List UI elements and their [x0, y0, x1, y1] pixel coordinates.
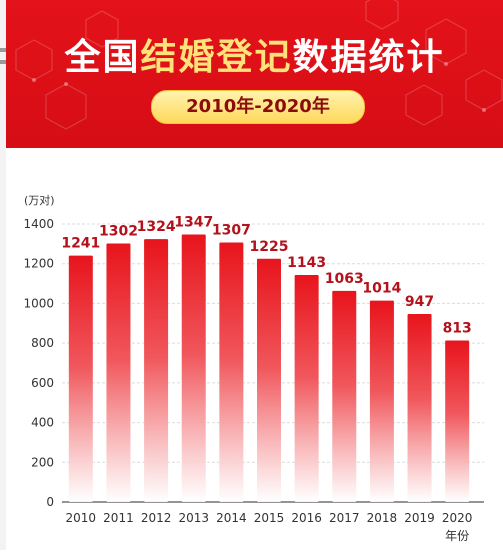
year-range-badge: 2010年-2020年 [151, 90, 365, 124]
data-label: 1302 [99, 223, 138, 239]
data-label: 1241 [61, 236, 100, 252]
x-tick-label: 2011 [103, 511, 134, 525]
x-tick-label: 2019 [404, 511, 435, 525]
data-label: 1225 [250, 239, 289, 255]
bar-2011 [106, 243, 131, 502]
bar-2017 [332, 290, 357, 502]
bar-2019 [407, 313, 432, 502]
y-tick-label: 200 [31, 455, 54, 469]
bar-2012 [144, 239, 169, 502]
x-tick-label: 2012 [141, 511, 172, 525]
data-label: 1307 [212, 222, 251, 238]
bar-2020 [445, 340, 470, 502]
page-title: 全国结婚登记数据统计 [64, 37, 445, 78]
data-label: 947 [405, 294, 434, 310]
data-label: 1143 [287, 255, 326, 271]
edge-mark [0, 48, 6, 52]
y-tick-label: 400 [31, 416, 54, 430]
x-tick-label: 2015 [254, 511, 285, 525]
data-label: 1347 [174, 215, 213, 231]
chart-area: (万对) 0 200 400 600 800 1000 1200 1400 1241 2010 130… [6, 148, 503, 550]
x-tick-label: 2010 [66, 511, 97, 525]
y-tick-label: 0 [46, 495, 54, 509]
x-tick-label: 2020 [442, 511, 473, 525]
y-axis-unit-label: (万对) [24, 193, 55, 207]
bar-2018 [369, 300, 394, 502]
x-tick-label: 2018 [367, 511, 398, 525]
bar-chart: (万对) 0 200 400 600 800 1000 1200 1400 1241 2010 130… [23, 193, 484, 543]
bar-2013 [181, 234, 206, 502]
y-tick-label: 600 [31, 376, 54, 390]
left-edge-strip [0, 0, 6, 550]
edge-mark [0, 60, 6, 64]
header-banner: 全国结婚登记数据统计 2010年-2020年 [6, 0, 503, 148]
y-tick-label: 1000 [23, 296, 54, 310]
x-axis-unit-label: 年份 [445, 529, 469, 543]
y-tick-label: 1400 [23, 217, 54, 231]
hexagon-pattern-icon [15, 0, 503, 130]
x-tick-label: 2017 [329, 511, 360, 525]
y-tick-label: 1200 [23, 257, 54, 271]
y-tick-label: 800 [31, 336, 54, 350]
bar-2015 [257, 258, 281, 502]
x-tick-label: 2013 [178, 511, 209, 525]
x-tick-label: 2016 [291, 511, 322, 525]
bar-2016 [294, 275, 319, 502]
data-label: 1063 [325, 271, 364, 287]
data-label: 813 [443, 321, 472, 337]
bar-2010 [68, 255, 93, 502]
bar-2014 [219, 242, 244, 502]
x-tick-label: 2014 [216, 511, 247, 525]
data-label: 1324 [137, 219, 176, 235]
data-label: 1014 [362, 281, 401, 297]
